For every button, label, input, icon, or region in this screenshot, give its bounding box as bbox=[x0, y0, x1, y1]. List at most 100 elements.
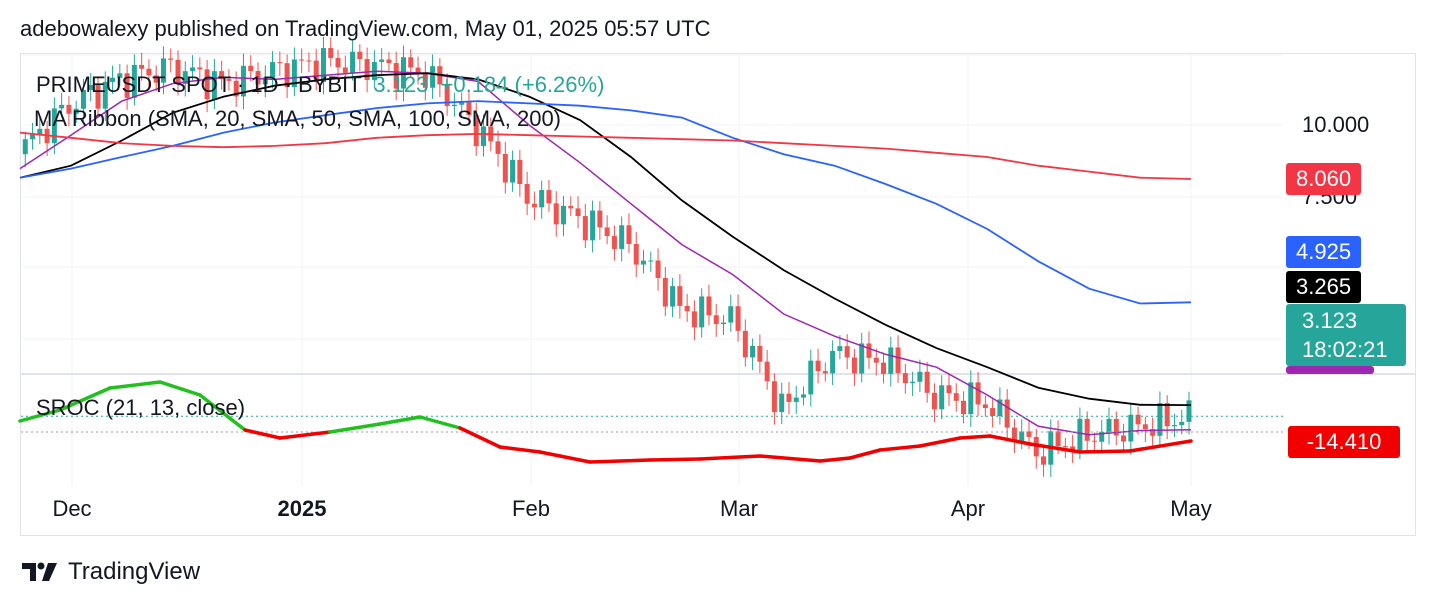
candle-down bbox=[444, 84, 450, 107]
candle-up bbox=[1171, 424, 1177, 427]
candle-up bbox=[1077, 418, 1083, 451]
sroc-line-segment bbox=[108, 380, 162, 390]
sroc-line-segment bbox=[458, 426, 502, 449]
candle-down bbox=[124, 73, 130, 98]
candle-up bbox=[1128, 414, 1134, 442]
sroc-line-segment bbox=[988, 434, 1032, 446]
candle-down bbox=[219, 71, 225, 80]
candle-down bbox=[684, 305, 690, 312]
candle-up bbox=[102, 81, 108, 109]
tradingview-footer[interactable]: TradingView bbox=[20, 558, 200, 586]
candle-up bbox=[182, 71, 188, 84]
candle-down bbox=[233, 80, 239, 97]
candle-down bbox=[386, 59, 392, 64]
candle-down bbox=[633, 243, 639, 265]
candle-up bbox=[648, 260, 654, 262]
sroc-line-segment bbox=[278, 430, 332, 440]
sroc-line-segment bbox=[588, 458, 652, 464]
price-change-text: +0.184 (+6.26%) bbox=[440, 72, 605, 97]
candle-up bbox=[211, 71, 217, 100]
candle-down bbox=[677, 286, 683, 306]
candle-down bbox=[1055, 431, 1061, 447]
candle-down bbox=[822, 371, 828, 374]
sroc-line-segment bbox=[243, 428, 282, 440]
sroc-line-segment bbox=[698, 454, 762, 461]
candle-down bbox=[851, 357, 857, 374]
candle-down bbox=[546, 190, 552, 204]
time-axis-label: Feb bbox=[512, 496, 550, 521]
candle-up bbox=[459, 101, 465, 105]
countdown-timer: 18:02:21 bbox=[1302, 337, 1388, 362]
sroc-line-segment bbox=[58, 386, 112, 412]
candle-down bbox=[226, 79, 232, 81]
candle-down bbox=[204, 69, 210, 100]
ma-line-sma-20 bbox=[19, 70, 1192, 436]
candle-down bbox=[277, 62, 283, 64]
candle-down bbox=[742, 330, 748, 358]
tradingview-brand: TradingView bbox=[68, 558, 201, 585]
ma-ribbon-legend[interactable]: MA Ribbon (SMA, 20, SMA, 50, SMA, 100, S… bbox=[34, 106, 562, 131]
sroc-line-segment bbox=[1128, 439, 1193, 453]
candle-down bbox=[146, 68, 152, 76]
candle-down bbox=[1062, 446, 1068, 448]
candle-down bbox=[153, 75, 159, 83]
candle-up bbox=[1179, 421, 1185, 425]
candle-down bbox=[502, 153, 508, 183]
candle-down bbox=[597, 210, 603, 228]
sroc-line-segment bbox=[648, 457, 702, 462]
candle-down bbox=[139, 64, 145, 69]
chart-frame[interactable] bbox=[20, 53, 1416, 536]
candle-up bbox=[801, 394, 807, 398]
candle-down bbox=[764, 361, 770, 382]
sma100-badge: 4.925 bbox=[1286, 236, 1362, 268]
candle-up bbox=[73, 108, 79, 114]
candle-up bbox=[80, 89, 86, 109]
last-price-text: 3.123 bbox=[373, 72, 429, 97]
candle-up bbox=[750, 345, 756, 358]
candle-down bbox=[1113, 418, 1119, 436]
candle-up bbox=[888, 347, 894, 374]
candle-up bbox=[1019, 431, 1025, 442]
candle-down bbox=[357, 51, 363, 60]
sroc-line-segment bbox=[158, 380, 202, 397]
candle-down bbox=[706, 296, 712, 316]
candle-up bbox=[160, 58, 166, 83]
candle-up bbox=[131, 64, 137, 98]
candle-down bbox=[1004, 399, 1010, 428]
ma-line-sma-200 bbox=[19, 131, 1192, 180]
candle-up bbox=[721, 322, 727, 325]
candle-down bbox=[415, 67, 421, 74]
candle-up bbox=[320, 48, 326, 82]
candle-up bbox=[88, 85, 94, 90]
sroc-line-segment bbox=[328, 422, 382, 434]
candle-down bbox=[757, 345, 763, 362]
candle-down bbox=[931, 392, 937, 410]
candle-up bbox=[830, 350, 836, 374]
candle-down bbox=[844, 346, 850, 358]
candle-up bbox=[1186, 400, 1192, 422]
sroc-legend[interactable]: SROC (21, 13, close) bbox=[36, 395, 246, 420]
candle-up bbox=[1157, 403, 1163, 436]
candle-up bbox=[590, 210, 596, 241]
candle-down bbox=[953, 393, 959, 401]
candle-down bbox=[866, 343, 872, 358]
candle-down bbox=[168, 58, 174, 60]
candle-down bbox=[248, 65, 254, 72]
candle-up bbox=[240, 65, 246, 97]
tradingview-logo-icon bbox=[22, 562, 57, 581]
candle-up bbox=[641, 260, 647, 265]
candle-down bbox=[982, 404, 988, 409]
candle-down bbox=[902, 373, 908, 384]
candle-down bbox=[284, 63, 290, 88]
sroc-line-segment bbox=[1028, 442, 1082, 454]
sroc-line-segment bbox=[818, 456, 852, 463]
sroc-line-segment bbox=[18, 408, 62, 423]
candle-down bbox=[1135, 414, 1141, 425]
candle-down bbox=[975, 382, 981, 405]
candle-up bbox=[510, 159, 516, 183]
candle-up bbox=[910, 381, 916, 384]
candle-down bbox=[95, 85, 101, 109]
candle-down bbox=[393, 63, 399, 89]
symbol-legend[interactable]: PRIMEUSDT SPOT · 1D · BYBIT 3.123 +0.184… bbox=[36, 72, 604, 98]
